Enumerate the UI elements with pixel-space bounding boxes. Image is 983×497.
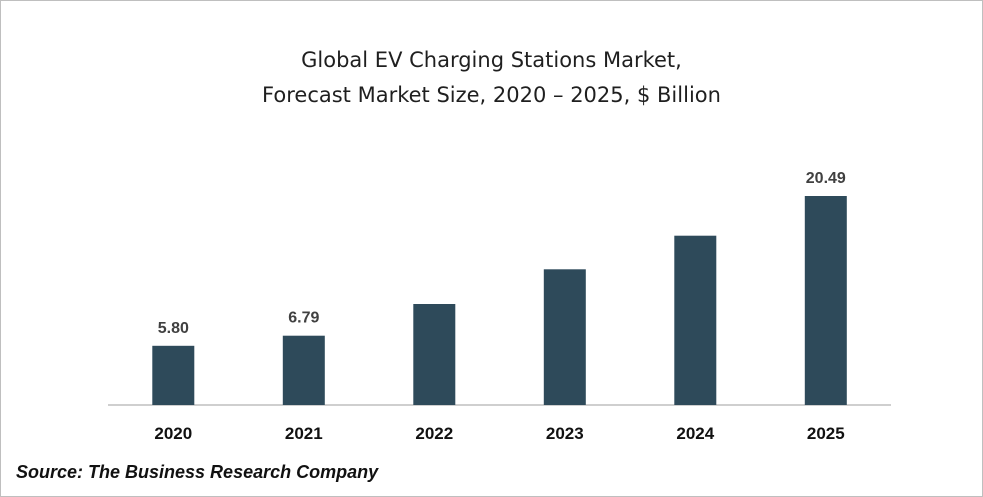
chart-title-line-1: Global EV Charging Stations Market, xyxy=(301,48,682,72)
data-label-2021: 6.79 xyxy=(288,310,319,327)
x-tick-label-2022: 2022 xyxy=(415,424,453,443)
bar-2025 xyxy=(804,196,847,405)
x-tick-label-2024: 2024 xyxy=(676,424,714,443)
x-tick-label-2023: 2023 xyxy=(546,424,584,443)
bar-2023 xyxy=(543,269,586,405)
chart-title-line-2: Forecast Market Size, 2020 – 2025, $ Bil… xyxy=(262,83,721,107)
data-label-2025: 20.49 xyxy=(806,170,846,187)
x-tick-label-2025: 2025 xyxy=(807,424,845,443)
x-tick-label-2021: 2021 xyxy=(285,424,323,443)
bar-2022 xyxy=(413,304,456,405)
source-note: Source: The Business Research Company xyxy=(16,462,379,482)
bar-2021 xyxy=(282,335,325,405)
bar-2024 xyxy=(674,235,717,405)
data-label-2020: 5.80 xyxy=(158,320,189,337)
x-tick-label-2020: 2020 xyxy=(154,424,192,443)
bar-2020 xyxy=(152,345,195,405)
